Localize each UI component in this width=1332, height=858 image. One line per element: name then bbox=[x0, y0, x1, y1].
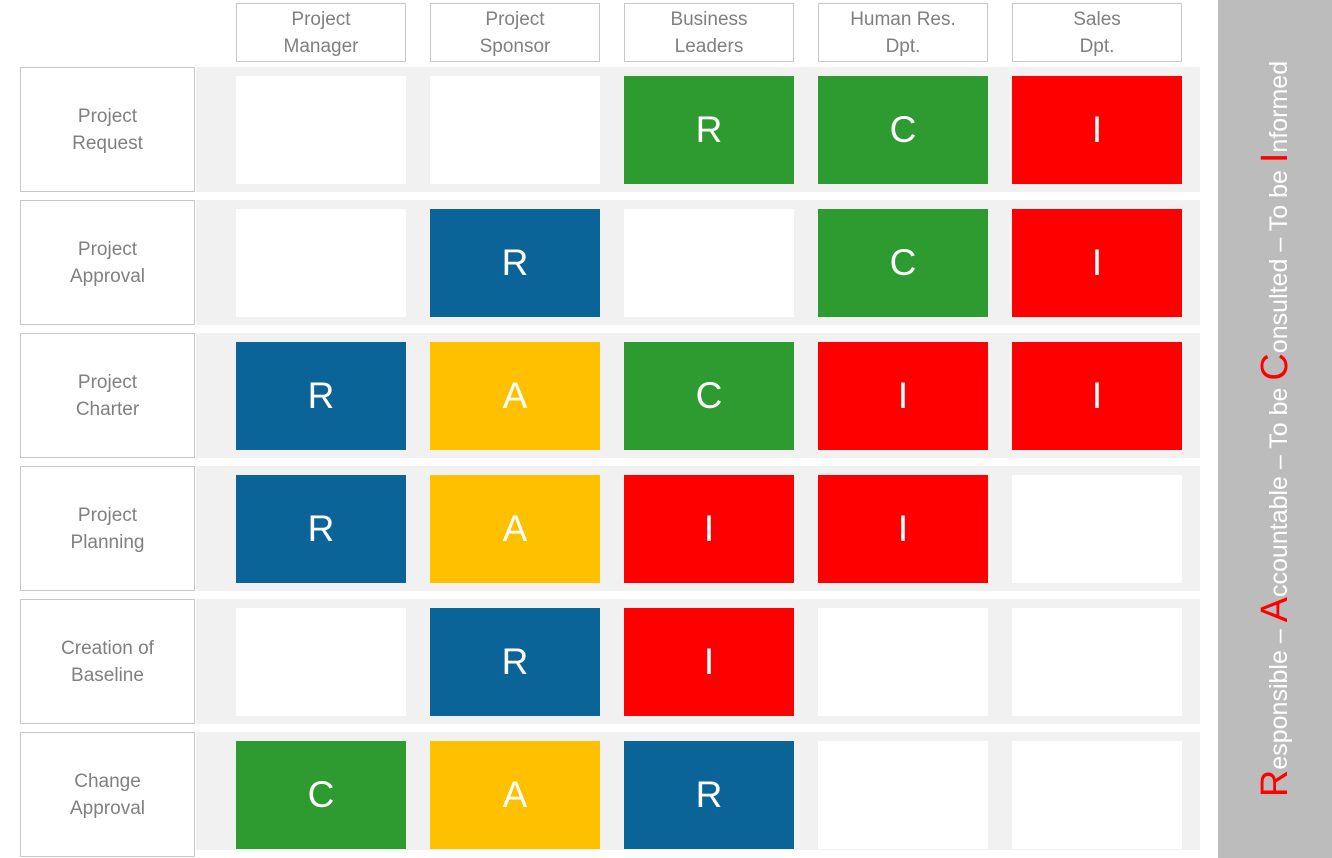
cell-creation-of-baseline-sales-dpt bbox=[1012, 608, 1182, 716]
legend-word: esponsible – bbox=[1265, 622, 1293, 770]
row-label-project-approval: Project Approval bbox=[20, 200, 195, 325]
cell-change-approval-business-leaders: R bbox=[624, 741, 794, 849]
legend-initial-C: C bbox=[1254, 353, 1296, 381]
cell-project-planning-business-leaders: I bbox=[624, 475, 794, 583]
cell-project-charter-business-leaders: C bbox=[624, 342, 794, 450]
cell-project-planning-project-sponsor: A bbox=[430, 475, 600, 583]
legend-word: ccountable – To be bbox=[1265, 380, 1293, 597]
column-header-human-res-dpt: Human Res. Dpt. bbox=[818, 3, 988, 62]
cell-creation-of-baseline-business-leaders: I bbox=[624, 608, 794, 716]
row-label-project-request: Project Request bbox=[20, 67, 195, 192]
raci-legend-bar: Responsible – Accountable – To be Consul… bbox=[1218, 0, 1332, 858]
cell-creation-of-baseline-project-sponsor: R bbox=[430, 608, 600, 716]
legend-initial-I: I bbox=[1254, 152, 1296, 164]
legend-initial-R: R bbox=[1254, 769, 1296, 798]
cell-project-approval-project-manager bbox=[236, 209, 406, 317]
cell-change-approval-sales-dpt bbox=[1012, 741, 1182, 849]
cell-project-approval-business-leaders bbox=[624, 209, 794, 317]
legend-word: nformed bbox=[1265, 60, 1293, 153]
cell-project-planning-project-manager: R bbox=[236, 475, 406, 583]
row-label-project-charter: Project Charter bbox=[20, 333, 195, 458]
column-header-project-sponsor: Project Sponsor bbox=[430, 3, 600, 62]
cell-project-planning-sales-dpt bbox=[1012, 475, 1182, 583]
cell-project-charter-project-manager: R bbox=[236, 342, 406, 450]
column-header-business-leaders: Business Leaders bbox=[624, 3, 794, 62]
legend-initial-A: A bbox=[1254, 596, 1296, 623]
cell-change-approval-project-manager: C bbox=[236, 741, 406, 849]
column-header-sales-dpt: Sales Dpt. bbox=[1012, 3, 1182, 62]
cell-project-charter-human-res-dpt: I bbox=[818, 342, 988, 450]
column-header-project-manager: Project Manager bbox=[236, 3, 406, 62]
cell-project-approval-project-sponsor: R bbox=[430, 209, 600, 317]
cell-creation-of-baseline-project-manager bbox=[236, 608, 406, 716]
cell-project-charter-project-sponsor: A bbox=[430, 342, 600, 450]
row-label-project-planning: Project Planning bbox=[20, 466, 195, 591]
cell-project-charter-sales-dpt: I bbox=[1012, 342, 1182, 450]
cell-change-approval-project-sponsor: A bbox=[430, 741, 600, 849]
cell-project-request-sales-dpt: I bbox=[1012, 76, 1182, 184]
cell-project-request-project-sponsor bbox=[430, 76, 600, 184]
legend-word: onsulted – To be bbox=[1265, 163, 1293, 354]
cell-project-approval-human-res-dpt: C bbox=[818, 209, 988, 317]
raci-legend-text: Responsible – Accountable – To be Consul… bbox=[1218, 0, 1332, 858]
row-label-change-approval: Change Approval bbox=[20, 732, 195, 857]
cell-project-approval-sales-dpt: I bbox=[1012, 209, 1182, 317]
row-label-creation-of-baseline: Creation of Baseline bbox=[20, 599, 195, 724]
cell-project-request-project-manager bbox=[236, 76, 406, 184]
cell-change-approval-human-res-dpt bbox=[818, 741, 988, 849]
cell-project-request-business-leaders: R bbox=[624, 76, 794, 184]
cell-creation-of-baseline-human-res-dpt bbox=[818, 608, 988, 716]
cell-project-planning-human-res-dpt: I bbox=[818, 475, 988, 583]
cell-project-request-human-res-dpt: C bbox=[818, 76, 988, 184]
